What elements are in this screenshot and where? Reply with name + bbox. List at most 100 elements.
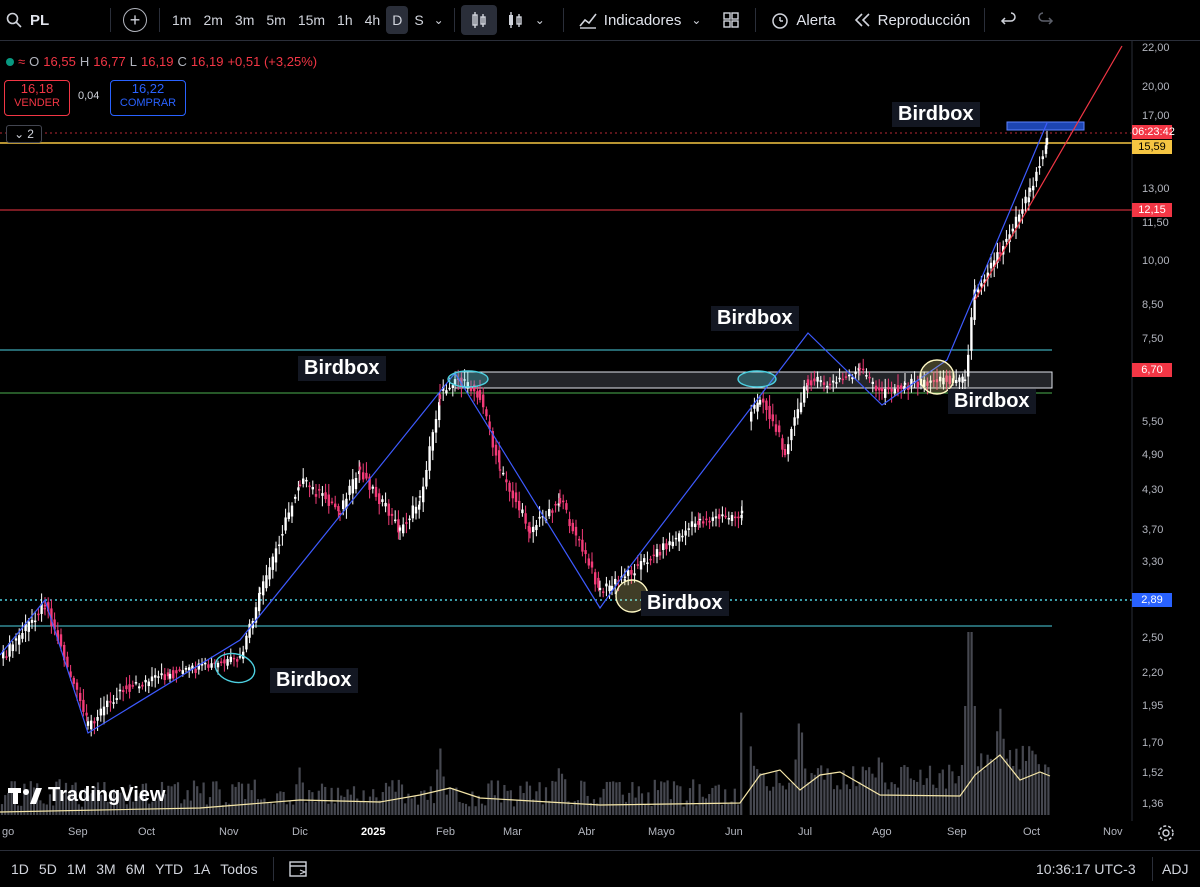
birdbox-label[interactable]: Birdbox (711, 306, 799, 331)
candle-body (977, 289, 980, 293)
volume-bar (522, 793, 525, 815)
chevron-down-icon: ⌄ (691, 13, 702, 27)
volume-bar (791, 782, 794, 815)
symbol-search[interactable]: PL (0, 0, 104, 40)
candle-body (378, 493, 381, 505)
candle-body (223, 659, 226, 664)
candle-body (678, 533, 681, 542)
candle-body (18, 635, 21, 645)
interval-5m[interactable]: 5m (266, 12, 286, 28)
volume-bar (669, 799, 672, 815)
candles-button[interactable] (460, 5, 497, 35)
chevron-down-icon[interactable]: ⌄ (433, 13, 444, 27)
volume-bar (759, 773, 762, 815)
range-1m[interactable]: 1M (66, 861, 87, 877)
candle-body (381, 499, 384, 502)
interval-s[interactable]: S (414, 12, 424, 28)
candle-body (983, 279, 986, 283)
candle-body (442, 386, 445, 391)
interval-1h[interactable]: 1h (337, 12, 353, 28)
time-axis[interactable]: go Sep Oct Nov Dic 2025 Feb Mar Abr Mayo… (0, 822, 1132, 844)
birdbox-label[interactable]: Birdbox (270, 668, 358, 693)
volume-bar (439, 748, 442, 815)
price-tick: 7,50 (1142, 333, 1164, 345)
candle-body (524, 513, 527, 524)
candle-body (865, 375, 868, 377)
volume-bar (903, 765, 906, 815)
chart-type-button[interactable]: ⌄ (497, 5, 557, 35)
low-value: 16,19 (140, 54, 174, 69)
interval-d[interactable]: D (386, 6, 409, 34)
candle-body (428, 446, 431, 471)
layout-button[interactable] (713, 5, 749, 35)
candle-body (854, 371, 857, 375)
interval-15m[interactable]: 15m (297, 12, 326, 28)
candle-body (43, 604, 47, 607)
tradingview-logo[interactable]: TradingView (8, 784, 165, 807)
interval-2m[interactable]: 2m (203, 12, 223, 28)
alert-button[interactable]: Alerta (762, 5, 843, 35)
volume-bar (400, 784, 404, 815)
volume-bar (496, 780, 500, 815)
interval-1m[interactable]: 1m (172, 12, 192, 28)
candle-body (56, 630, 59, 641)
sell-button[interactable]: 16,18 VENDER (4, 80, 70, 116)
candle-body (730, 515, 734, 521)
volume-bar (893, 784, 896, 815)
candle-body (1027, 197, 1030, 203)
volume-bar (471, 791, 474, 815)
volume-bar (733, 788, 736, 815)
candle-body (274, 548, 278, 563)
undo-button[interactable] (991, 5, 1027, 35)
candle-body (574, 526, 578, 536)
volume-bar (906, 767, 909, 815)
clock[interactable]: 10:36:17 UTC-3 (1036, 861, 1136, 877)
buy-button[interactable]: 16,22 COMPRAR (110, 80, 186, 116)
candle-body (781, 438, 784, 450)
volume-bar (708, 794, 711, 815)
volume-bar (266, 802, 269, 815)
replay-button[interactable]: Reproducción (844, 5, 979, 35)
candle-body (112, 702, 115, 704)
birdbox-label[interactable]: Birdbox (641, 591, 729, 616)
candle-body (1021, 209, 1024, 214)
volume-bar (810, 773, 813, 815)
interval-3m[interactable]: 3m (234, 12, 255, 28)
birdbox-label[interactable]: Birdbox (948, 389, 1036, 414)
birdbox-label[interactable]: Birdbox (892, 102, 980, 127)
volume-bar (420, 791, 423, 815)
volume-bar (1024, 760, 1028, 815)
date-range-calendar-icon[interactable] (288, 859, 310, 879)
candle-body (923, 379, 926, 387)
grid-layout-icon (723, 12, 740, 28)
redo-button[interactable] (1027, 5, 1063, 35)
volume-bar (180, 803, 183, 815)
volume-bar (528, 785, 532, 815)
range-ytd[interactable]: YTD (155, 861, 184, 877)
birdbox-label[interactable]: Birdbox (298, 356, 386, 381)
add-symbol-icon[interactable]: + (123, 8, 147, 32)
candle-body (469, 387, 473, 392)
collapse-indicators-button[interactable]: ⌄ 2 (6, 125, 42, 143)
range-3m[interactable]: 3M (96, 861, 116, 877)
candle-body (1018, 214, 1021, 222)
price-tick: 13,00 (1142, 183, 1170, 195)
volume-bar (861, 766, 864, 815)
range-1a[interactable]: 1A (193, 861, 211, 877)
volume-bar (848, 789, 852, 815)
volume-bar (279, 791, 282, 815)
candle-body (783, 449, 787, 456)
candle-body (514, 492, 518, 503)
adj-toggle[interactable]: ADJ (1162, 861, 1189, 877)
indicators-button[interactable]: Indicadores ⌄ (570, 5, 714, 35)
range-5d[interactable]: 5D (38, 861, 57, 877)
settings-gear-icon[interactable] (1157, 824, 1175, 842)
volume-bar (919, 769, 922, 815)
interval-4h[interactable]: 4h (364, 12, 381, 28)
range-6m[interactable]: 6M (125, 861, 146, 877)
range-1d[interactable]: 1D (11, 861, 29, 877)
volume-bar (244, 799, 247, 815)
range-todos[interactable]: Todos (220, 861, 258, 877)
volume-bar (42, 803, 45, 815)
price-chart[interactable] (0, 41, 1200, 821)
